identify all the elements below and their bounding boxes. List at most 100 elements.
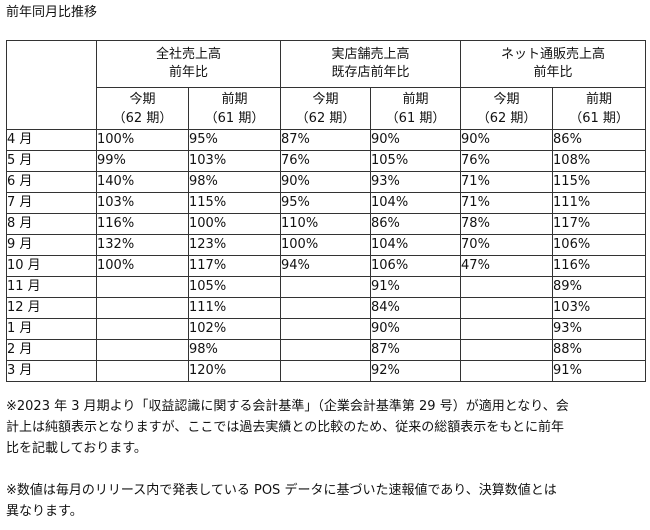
period-header: 前期 （61 期）: [370, 87, 462, 130]
month-cell: 1 月: [6, 318, 97, 340]
value-cell: [460, 339, 554, 361]
value-cell: 103%: [96, 192, 189, 214]
value-cell: 89%: [552, 276, 647, 298]
table-row: 8 月 116% 100% 110% 86% 78% 117%: [6, 213, 647, 235]
value-cell: 106%: [552, 234, 647, 256]
table-row: 7 月 103% 115% 95% 104% 71% 111%: [6, 192, 647, 214]
value-cell: 110%: [280, 213, 372, 235]
value-cell: 105%: [370, 150, 462, 172]
value-cell: 90%: [460, 129, 554, 151]
value-cell: 88%: [552, 339, 647, 361]
month-cell: 2 月: [6, 339, 97, 361]
footnote-line: ※数値は毎月のリリース内で発表している POS データに基づいた速報値であり、決…: [6, 483, 557, 498]
value-cell: 70%: [460, 234, 554, 256]
period-header: 今期 （62 期）: [96, 87, 189, 130]
group-header-line2: 前年比: [533, 65, 573, 80]
month-cell: 4 月: [6, 129, 97, 151]
footnote-line: 計上は純額表示となりますが、ここでは過去実績との比較のため、従来の総額表示をもと…: [6, 420, 564, 435]
value-cell: 111%: [552, 192, 647, 214]
value-cell: 117%: [552, 213, 647, 235]
period-label: 今期: [493, 91, 520, 107]
value-cell: [280, 276, 372, 298]
group-header-row: 全社売上高 前年比 実店舗売上高 既存店前年比 ネット通販売上高 前年比: [6, 40, 647, 130]
value-cell: 91%: [370, 276, 462, 298]
table-row: 10 月 100% 117% 94% 106% 47% 116%: [6, 255, 647, 277]
period-label: 今期: [129, 91, 156, 107]
value-cell: 94%: [280, 255, 372, 277]
group-header-online: ネット通販売上高 前年比: [460, 40, 647, 88]
value-cell: 90%: [370, 318, 462, 340]
period-header: 前期 （61 期）: [187, 87, 282, 130]
value-cell: [96, 276, 189, 298]
value-cell: 103%: [552, 297, 647, 319]
value-cell: 91%: [552, 360, 647, 382]
value-cell: [280, 318, 372, 340]
table-body: 4 月 100% 95% 87% 90% 90% 86% 5 月 99% 103% 76% 105% 7…: [6, 129, 647, 382]
value-cell: 115%: [552, 171, 647, 193]
group-header-line1: 全社売上高: [156, 47, 222, 62]
value-cell: [96, 318, 189, 340]
month-cell: 10 月: [6, 255, 97, 277]
value-cell: 100%: [96, 129, 189, 151]
group-header-company: 全社売上高 前年比: [95, 40, 282, 88]
value-cell: 115%: [187, 192, 282, 214]
value-cell: 95%: [280, 192, 372, 214]
group-header-line2: 前年比: [169, 65, 209, 80]
table-row: 3 月 120% 92% 91%: [6, 360, 647, 382]
value-cell: [280, 339, 372, 361]
table-row: 4 月 100% 95% 87% 90% 90% 86%: [6, 129, 647, 151]
period-header-row: 今期 （62 期） 前期 （61 期） 今期 （62 期） 前期 （61 期） …: [7, 87, 647, 130]
group-header-line1: 実店舗売上高: [331, 47, 410, 62]
value-cell: 123%: [187, 234, 282, 256]
value-cell: 98%: [187, 171, 282, 193]
value-cell: 104%: [370, 234, 462, 256]
table-row: 11 月 105% 91% 89%: [6, 276, 647, 298]
footnotes: ※2023 年 3 月期より「収益認識に関する会計基準」（企業会計基準第 29 …: [6, 396, 646, 522]
value-cell: [280, 297, 372, 319]
value-cell: 76%: [460, 150, 554, 172]
value-cell: 84%: [370, 297, 462, 319]
value-cell: [96, 360, 189, 382]
value-cell: [96, 339, 189, 361]
value-cell: 87%: [370, 339, 462, 361]
month-cell: 7 月: [6, 192, 97, 214]
table-row: 6 月 140% 98% 90% 93% 71% 115%: [6, 171, 647, 193]
footnote-line: 比を記載しております。: [6, 441, 147, 456]
month-cell: 3 月: [6, 360, 97, 382]
value-cell: 98%: [187, 339, 282, 361]
period-header: 今期 （62 期）: [460, 87, 554, 130]
period-number: （62 期）: [476, 110, 537, 126]
value-cell: 116%: [552, 255, 647, 277]
value-cell: 103%: [187, 150, 282, 172]
value-cell: 111%: [187, 297, 282, 319]
period-header: 前期 （61 期）: [552, 87, 647, 130]
value-cell: [460, 276, 554, 298]
value-cell: [96, 297, 189, 319]
value-cell: [280, 360, 372, 382]
value-cell: 86%: [552, 129, 647, 151]
table-row: 9 月 132% 123% 100% 104% 70% 106%: [6, 234, 647, 256]
value-cell: 99%: [96, 150, 189, 172]
value-cell: 100%: [96, 255, 189, 277]
value-cell: [460, 297, 554, 319]
period-number: （61 期）: [385, 110, 446, 126]
value-cell: 71%: [460, 192, 554, 214]
corner-cell: [6, 40, 97, 130]
value-cell: [460, 318, 554, 340]
month-cell: 9 月: [6, 234, 97, 256]
month-cell: 5 月: [6, 150, 97, 172]
footnote-line: 異なります。: [6, 504, 83, 519]
value-cell: 106%: [370, 255, 462, 277]
yoy-table: 全社売上高 前年比 実店舗売上高 既存店前年比 ネット通販売上高 前年比 今期 …: [6, 40, 647, 382]
value-cell: 87%: [280, 129, 372, 151]
table-row: 12 月 111% 84% 103%: [6, 297, 647, 319]
period-label: 前期: [221, 91, 248, 107]
value-cell: 95%: [187, 129, 282, 151]
month-cell: 12 月: [6, 297, 97, 319]
month-cell: 8 月: [6, 213, 97, 235]
value-cell: 102%: [187, 318, 282, 340]
period-number: （62 期）: [112, 110, 173, 126]
period-label: 前期: [402, 91, 429, 107]
value-cell: 47%: [460, 255, 554, 277]
table-row: 2 月 98% 87% 88%: [6, 339, 647, 361]
